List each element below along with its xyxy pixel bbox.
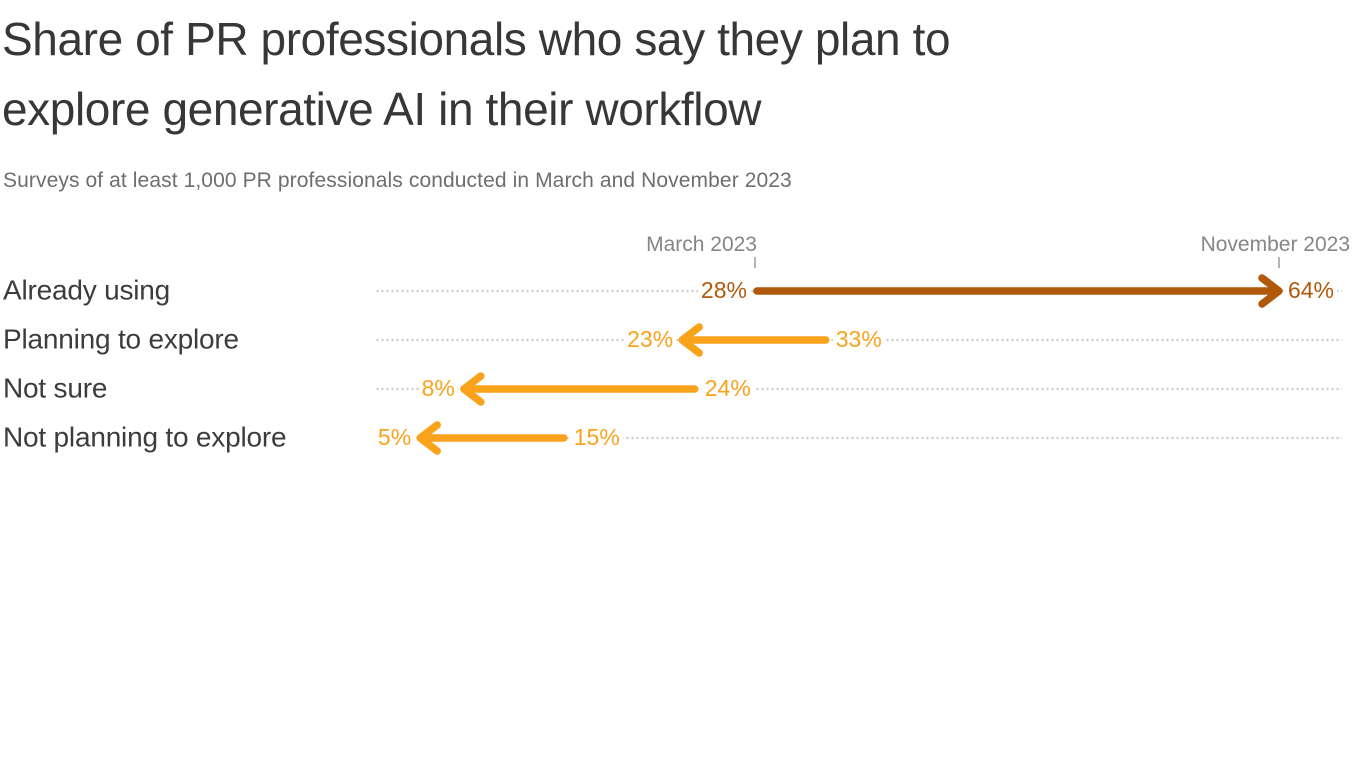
axis-label-march: March 2023: [646, 233, 757, 256]
chart-subtitle: Surveys of at least 1,000 PR professiona…: [3, 169, 792, 192]
trend-arrow: [753, 274, 1283, 308]
november-value-label: 8%: [418, 374, 458, 402]
category-label: Not planning to explore: [3, 421, 287, 453]
title-line-2: explore generative AI in their workflow: [2, 83, 762, 135]
march-value-label: 28%: [697, 276, 750, 304]
category-label: Already using: [3, 274, 171, 306]
march-value-label: 33%: [832, 325, 885, 353]
march-tick: [753, 257, 756, 268]
november-value-label: 64%: [1284, 276, 1338, 304]
chart-title: Share of PR professionals who say they p…: [2, 4, 1202, 144]
march-value-label: 24%: [701, 374, 754, 402]
dotted-gridline: [375, 436, 1342, 440]
category-label: Not sure: [3, 372, 108, 404]
trend-arrow: [460, 372, 699, 406]
trend-arrow: [678, 323, 830, 357]
november-value-label: 5%: [374, 423, 415, 451]
march-value-label: 15%: [570, 423, 623, 451]
title-line-1: Share of PR professionals who say they p…: [2, 13, 951, 65]
trend-arrow: [416, 421, 568, 455]
november-value-label: 23%: [624, 325, 677, 353]
november-tick: [1277, 257, 1280, 268]
category-label: Planning to explore: [3, 323, 239, 355]
dotted-gridline: [375, 387, 1342, 391]
axis-label-november: November 2023: [1200, 233, 1350, 256]
